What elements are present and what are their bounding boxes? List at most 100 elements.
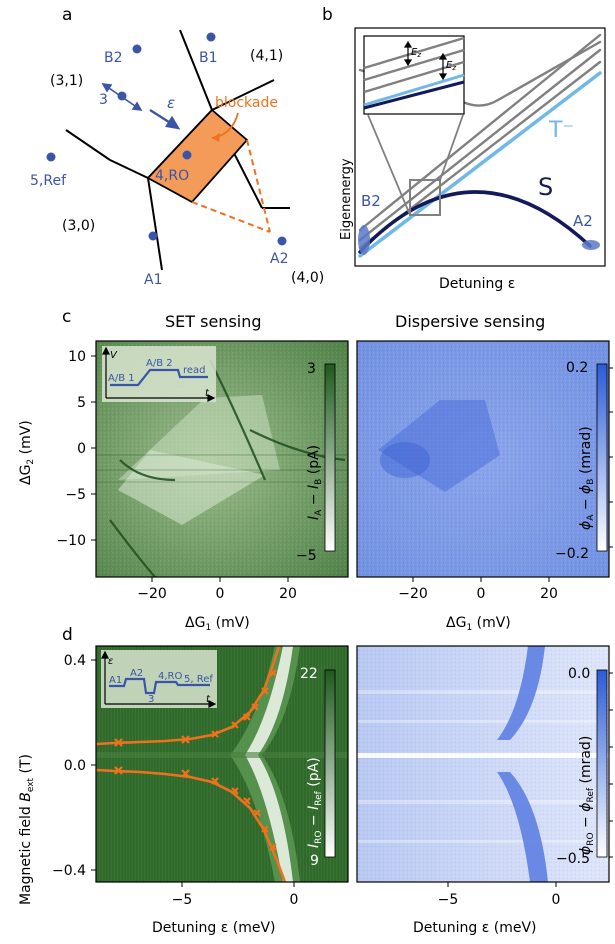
svg-text:5: 5 — [77, 395, 86, 411]
svg-text:20: 20 — [279, 586, 297, 602]
set-colorbar — [324, 363, 336, 552]
panel-b-xlabel: Detuning ε — [439, 276, 515, 292]
dispersive-cbar-label: ϕA − ϕB (mrad) — [578, 426, 596, 530]
svg-text:−20: −20 — [398, 586, 428, 602]
blockade-label: blockade — [215, 95, 278, 111]
panel-d-xlabel-left: Detuning ε (meV) — [152, 920, 276, 936]
dot-b1 — [206, 32, 216, 42]
panel-d-xlabel-right: Detuning ε (meV) — [413, 920, 537, 936]
panel-d-yticks: 0.4 0.0 −0.4 — [52, 653, 96, 879]
label-a1: A1 — [144, 272, 162, 288]
dispersive-title: Dispersive sensing — [395, 312, 545, 331]
label-a2: A2 — [270, 251, 288, 267]
svg-text:A/B 1: A/B 1 — [108, 373, 135, 384]
svg-text:−10: −10 — [56, 533, 86, 549]
exchange-arrow — [101, 83, 143, 111]
svg-text:5, Ref: 5, Ref — [184, 674, 213, 685]
phase-map: 0.0 −0.5 ϕRO − ϕRef (mrad) — [356, 645, 613, 883]
panel-a: a blockade — [30, 5, 324, 288]
triplet-line — [358, 33, 602, 232]
svg-text:0: 0 — [552, 892, 561, 908]
singlet-label: S — [538, 173, 553, 201]
panel-c-ylabel: ΔG2 (mV) — [18, 420, 36, 485]
a2-marker — [582, 240, 600, 250]
set-sensing-map: V t A/B 1 A/B 2 read 3 −5 IA − IB (pA) — [95, 340, 349, 578]
b2-marker — [358, 225, 370, 255]
triplet-line — [358, 48, 602, 242]
svg-text:t: t — [205, 388, 210, 399]
set-cbar-max: 3 — [307, 361, 316, 377]
svg-text:0.0: 0.0 — [64, 758, 86, 774]
phase-cbar-min: −0.5 — [556, 851, 590, 867]
label-4ro: 4,RO — [155, 168, 189, 184]
svg-text:0: 0 — [216, 586, 225, 602]
phase-colorbar — [596, 669, 608, 858]
dot-b2 — [132, 44, 142, 54]
blockade-arrowhead — [212, 133, 220, 142]
svg-text:−0.4: −0.4 — [52, 863, 86, 879]
current-cbar-label: IRO − IRef (pA) — [306, 757, 324, 848]
epsilon-arrow — [149, 108, 181, 130]
label-b1: B1 — [199, 50, 218, 66]
svg-text:A/B 2: A/B 2 — [146, 358, 173, 369]
fit-curve-lower — [95, 768, 287, 883]
svg-text:0: 0 — [77, 441, 86, 457]
panel-c-xlabel-left: ΔG1 (mV) — [185, 615, 250, 633]
zoom-box — [409, 179, 441, 216]
b2-label: B2 — [361, 192, 381, 210]
blockade-dashed-line — [246, 139, 271, 233]
detuning-pulse-inset: ε t A1 A2 3 4,RO 5, Ref — [101, 650, 217, 708]
svg-text:4,RO: 4,RO — [158, 671, 182, 682]
panel-b-axes — [354, 27, 606, 267]
dispersive-sensing-map: 0.2 −0.2 ϕA − ϕB (mrad) — [356, 340, 613, 578]
svg-text:−5: −5 — [172, 892, 193, 908]
state-30: (3,0) — [62, 218, 95, 234]
blockade-dashed-line — [191, 201, 271, 233]
state-41: (4,1) — [250, 48, 283, 64]
ez-label: Ez — [411, 47, 421, 59]
svg-text:0: 0 — [477, 586, 486, 602]
singlet-line — [358, 190, 592, 254]
t-minus-line — [358, 71, 602, 258]
svg-text:−5: −5 — [438, 892, 459, 908]
panel-b: b Eigenenergy Detuning ε B2 A2 S T⁻ — [322, 5, 606, 292]
panel-c-xticks: −20 0 20 −20 0 20 — [137, 577, 558, 602]
panel-c-letter: c — [62, 307, 71, 327]
panel-d-ylabel: Magnetic field Bext (T) — [18, 754, 36, 905]
zoom-inset: Ez Ez — [363, 35, 465, 115]
current-cbar-max: 22 — [300, 666, 318, 682]
set-cbar-min: −5 — [296, 548, 317, 564]
panel-a-letter: a — [62, 5, 72, 25]
fit-curve-upper — [95, 645, 281, 746]
current-colorbar — [324, 669, 336, 858]
epsilon-label: ε — [167, 94, 175, 112]
panel-c-xlabel-right: ΔG1 (mV) — [446, 615, 511, 633]
dot-markers — [46, 32, 287, 246]
svg-text:A2: A2 — [130, 668, 143, 679]
svg-text:read: read — [183, 365, 206, 376]
svg-text:0.4: 0.4 — [64, 653, 86, 669]
dot-a1 — [148, 231, 158, 241]
dispersive-cbar-max: 0.2 — [566, 360, 588, 376]
a2-label: A2 — [573, 212, 593, 230]
svg-text:0: 0 — [290, 892, 299, 908]
svg-text:20: 20 — [540, 586, 558, 602]
label-3: 3 — [99, 92, 108, 108]
panel-d-xticks: −5 0 −5 0 — [172, 882, 561, 908]
svg-text:ε: ε — [108, 656, 114, 667]
state-31: (3,1) — [50, 73, 83, 89]
dot-a2 — [277, 236, 287, 246]
ez-label: Ez — [446, 60, 456, 72]
dispersive-cbar-min: −0.2 — [555, 546, 589, 562]
current-map: ε t A1 A2 3 4,RO 5, Ref 22 9 IRO − IRef … — [95, 645, 349, 883]
label-5ref: 5,Ref — [30, 173, 67, 189]
set-pulse-inset: V t A/B 1 A/B 2 read — [102, 346, 216, 402]
dot-5ref — [46, 152, 56, 162]
svg-text:V: V — [110, 350, 118, 361]
svg-text:3: 3 — [148, 694, 154, 705]
phase-cbar-label: ϕRO − ϕRef (mrad) — [578, 736, 596, 855]
dot-4ro — [182, 150, 192, 160]
panel-b-letter: b — [322, 5, 333, 25]
fit-points — [114, 669, 277, 851]
